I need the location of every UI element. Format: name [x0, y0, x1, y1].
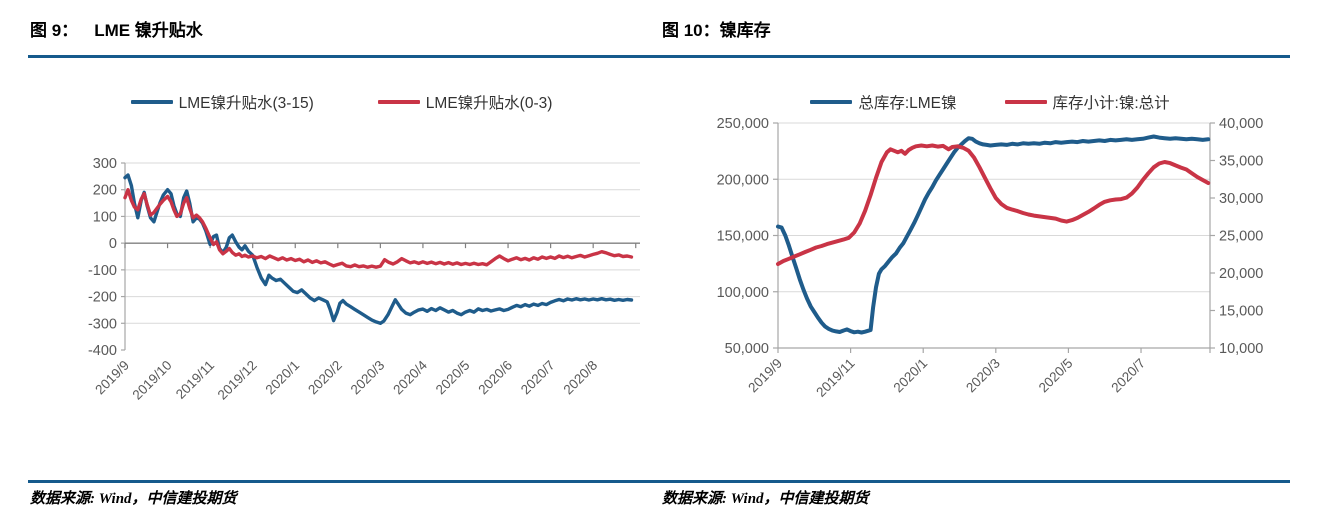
svg-text:2020/2: 2020/2 [305, 358, 345, 398]
svg-text:2020/1: 2020/1 [263, 358, 303, 398]
svg-text:2020/6: 2020/6 [475, 358, 515, 398]
svg-text:2019/12: 2019/12 [215, 358, 260, 403]
svg-text:2019/11: 2019/11 [173, 358, 217, 402]
svg-text:25,000: 25,000 [1219, 229, 1263, 245]
svg-text:0: 0 [109, 236, 117, 252]
svg-text:200: 200 [93, 183, 117, 199]
svg-text:35,000: 35,000 [1219, 154, 1263, 170]
legend-item: 总库存:LME镍 [810, 91, 957, 113]
svg-text:-300: -300 [88, 316, 117, 332]
footer-divider-rule [28, 480, 1290, 483]
svg-text:2020/1: 2020/1 [891, 356, 931, 396]
svg-text:-200: -200 [88, 290, 117, 306]
svg-text:2020/5: 2020/5 [1036, 356, 1076, 396]
svg-text:2019/9: 2019/9 [92, 358, 132, 398]
legend-item: LME镍升贴水(0-3) [377, 91, 553, 113]
svg-text:2019/11: 2019/11 [813, 356, 857, 400]
figure-10-header: 图 10：镍库存 [662, 16, 771, 41]
svg-text:50,000: 50,000 [725, 341, 769, 357]
nickel-inventory-chart: 250,000 200,000 150,000 100,000 50,000 40,000… [717, 116, 1264, 400]
svg-text:2020/5: 2020/5 [433, 358, 473, 398]
svg-text:2020/7: 2020/7 [1108, 356, 1148, 396]
svg-text:40,000: 40,000 [1219, 116, 1263, 132]
svg-text:2019/9: 2019/9 [745, 356, 785, 396]
nickel-inventory-legend: 总库存:LME镍 库存小计:镍:总计 [690, 92, 1290, 112]
figure-9-header: 图 9： LME 镍升贴水 [30, 16, 203, 41]
svg-text:-100: -100 [88, 263, 117, 279]
blue-line-swatch-icon [810, 100, 853, 104]
figure-9-label: 图 9： [30, 21, 79, 40]
figure-9-title: LME 镍升贴水 [94, 21, 203, 40]
svg-text:10,000: 10,000 [1219, 341, 1263, 357]
svg-text:2020/7: 2020/7 [518, 358, 558, 398]
svg-text:15,000: 15,000 [1219, 304, 1263, 320]
svg-text:300: 300 [93, 156, 117, 172]
lme-premium-legend: LME镍升贴水(3-15) LME镍升贴水(0-3) [28, 92, 655, 112]
lme-premium-chart: 3002001000-100-200-300-4002019/92019/102… [88, 156, 640, 403]
svg-text:30,000: 30,000 [1219, 191, 1263, 207]
red-line-swatch-icon [1004, 100, 1047, 104]
legend-label: LME镍升贴水(3-15) [178, 95, 314, 112]
svg-text:2019/10: 2019/10 [130, 358, 175, 403]
header-divider-rule [28, 55, 1290, 58]
svg-text:100,000: 100,000 [717, 285, 769, 301]
svg-text:250,000: 250,000 [717, 116, 769, 132]
svg-text:20,000: 20,000 [1219, 266, 1263, 282]
legend-item: LME镍升贴水(3-15) [130, 91, 314, 113]
blue-line-swatch-icon [130, 100, 173, 104]
svg-text:150,000: 150,000 [717, 229, 769, 245]
svg-text:2020/4: 2020/4 [390, 357, 430, 397]
figure-10-title: 镍库存 [719, 21, 771, 40]
svg-text:2020/3: 2020/3 [348, 358, 388, 398]
svg-text:100: 100 [93, 209, 117, 225]
figure-9-source-note: 数据来源: Wind，中信建投期货 [30, 491, 237, 507]
svg-text:-400: -400 [88, 343, 117, 359]
legend-label: 总库存:LME镍 [858, 95, 957, 112]
red-line-swatch-icon [377, 100, 420, 104]
svg-text:200,000: 200,000 [717, 172, 769, 188]
legend-item: 库存小计:镍:总计 [1004, 91, 1170, 113]
svg-text:2020/3: 2020/3 [963, 356, 1003, 396]
legend-label: 库存小计:镍:总计 [1052, 95, 1170, 112]
svg-text:2020/8: 2020/8 [560, 358, 600, 398]
figure-10-source-note: 数据来源: Wind，中信建投期货 [662, 491, 869, 507]
legend-label: LME镍升贴水(0-3) [425, 95, 553, 112]
figure-10-label: 图 10： [662, 21, 720, 40]
